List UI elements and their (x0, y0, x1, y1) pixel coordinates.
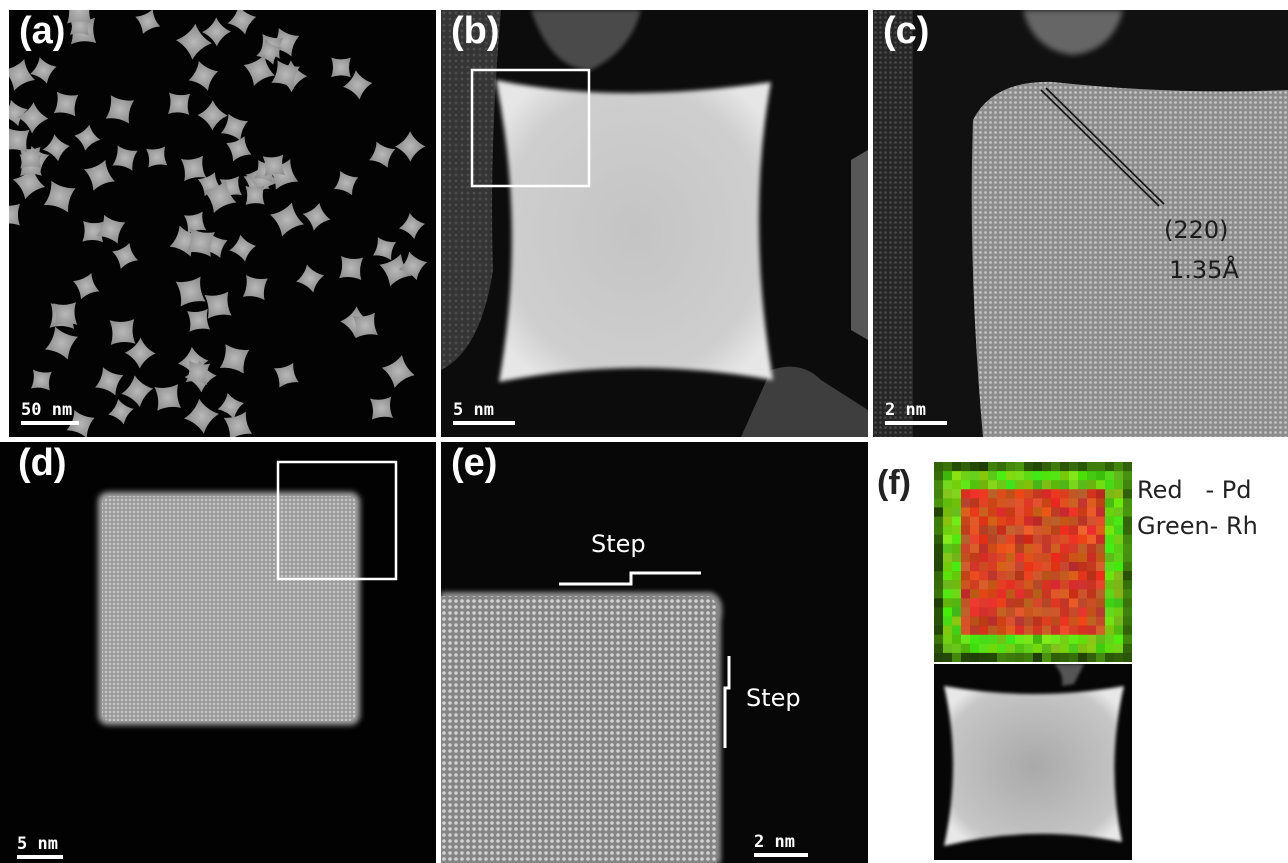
panel-b-scalebar: 5 nm (453, 402, 515, 425)
panel-e-image (441, 442, 868, 863)
lattice-plane-label: (220) (1164, 216, 1229, 244)
panel-c-label: (c) (883, 10, 930, 52)
haadf-image (934, 664, 1132, 860)
panel-b-scale-text: 5 nm (453, 400, 494, 420)
panel-b-label: (b) (451, 10, 500, 52)
panel-c-image (873, 10, 1288, 437)
panel-c-scale-text: 2 nm (885, 400, 926, 420)
panel-a-scalebar: 50 nm (21, 402, 79, 425)
panel-b-image (441, 10, 868, 437)
panel-d-scale-text: 5 nm (17, 834, 58, 854)
step-label-right: Step (746, 684, 801, 712)
panel-a: (a) 50 nm (9, 10, 436, 437)
panel-d-scalebar: 5 nm (17, 836, 63, 859)
legend-rh: Green- Rh (1137, 512, 1258, 540)
panel-d-image (0, 442, 436, 863)
panel-b-scale-bar (453, 421, 515, 425)
panel-d-label: (d) (18, 442, 67, 484)
panel-a-scale-bar (21, 421, 79, 425)
panel-e-scale-text: 2 nm (754, 832, 795, 852)
panel-c-scale-bar (885, 421, 947, 425)
panel-e-label: (e) (451, 442, 498, 484)
panel-c: (c) (220) 1.35Å 2 nm (873, 10, 1288, 437)
lattice-spacing-label: 1.35Å (1169, 256, 1239, 284)
panel-f-label: (f) (877, 464, 911, 502)
panel-d-scale-bar (17, 855, 63, 859)
panel-e-scale-bar (754, 853, 808, 857)
eds-map (934, 462, 1132, 662)
panel-a-scale-text: 50 nm (21, 400, 73, 420)
panel-a-label: (a) (19, 10, 66, 52)
panel-e: (e) Step Step 2 nm (441, 442, 868, 863)
panel-b: (b) 5 nm (441, 10, 868, 437)
panel-e-scalebar: 2 nm (754, 834, 808, 857)
panel-f: (f) Red - Pd Green- Rh (873, 442, 1288, 863)
eds-map-image (934, 462, 1132, 662)
step-label-top: Step (591, 530, 646, 558)
panel-c-scalebar: 2 nm (885, 402, 947, 425)
panel-d: (d) 5 nm (0, 442, 436, 863)
legend-pd: Red - Pd (1137, 476, 1252, 504)
panel-a-image (9, 10, 436, 437)
